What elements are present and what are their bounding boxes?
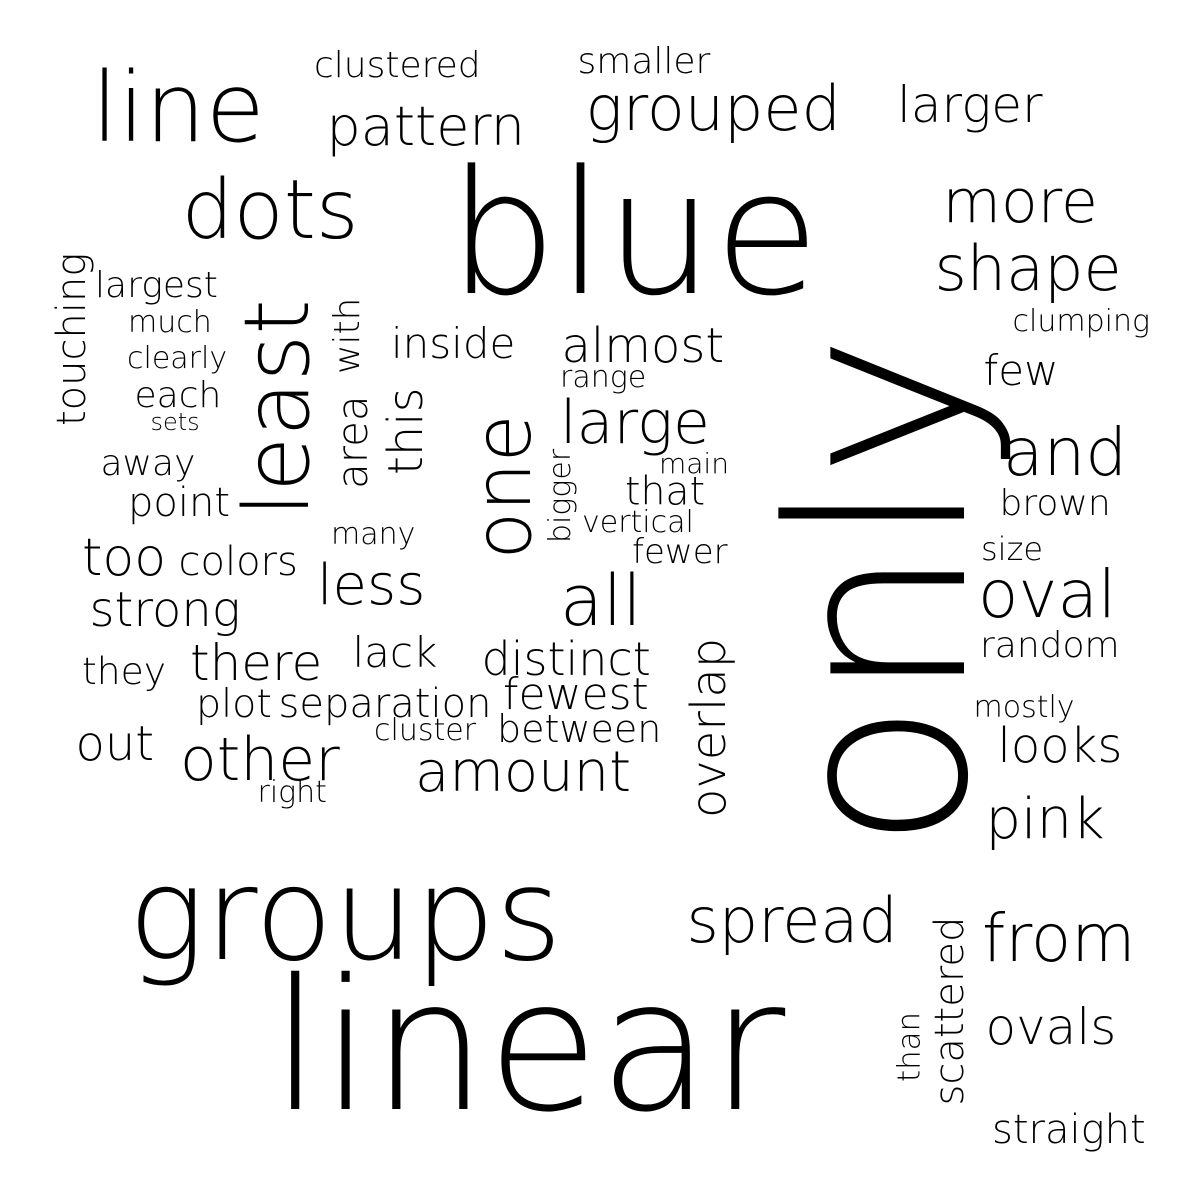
- word-colors: colors: [178, 539, 298, 585]
- word-this: this: [378, 387, 434, 475]
- word-size: size: [981, 530, 1044, 568]
- word-right: right: [257, 775, 327, 810]
- word-few: few: [983, 346, 1059, 395]
- word-between: between: [497, 707, 662, 751]
- word-groups: groups: [128, 841, 562, 990]
- word-area: area: [328, 395, 377, 489]
- word-cluster: cluster: [374, 713, 477, 748]
- word-lack: lack: [352, 628, 438, 677]
- word-oval: oval: [978, 556, 1117, 633]
- word-with: with: [327, 297, 368, 374]
- word-dots: dots: [181, 163, 359, 258]
- word-random: random: [980, 625, 1120, 666]
- word-they: they: [82, 649, 167, 693]
- word-away: away: [100, 443, 196, 484]
- word-spread: spread: [686, 884, 898, 957]
- word-from: from: [982, 900, 1136, 977]
- word-largest: largest: [95, 265, 218, 306]
- word-more: more: [942, 167, 1098, 237]
- word-larger: larger: [897, 76, 1043, 134]
- word-there: there: [190, 634, 323, 692]
- word-many: many: [331, 517, 416, 552]
- word-range: range: [560, 360, 647, 395]
- word-fewest: fewest: [503, 669, 649, 720]
- word-blue: blue: [448, 133, 820, 334]
- word-each: each: [134, 375, 222, 416]
- word-separation: separation: [278, 681, 492, 727]
- word-main: main: [659, 447, 729, 480]
- word-clearly: clearly: [127, 341, 228, 376]
- word-and: and: [1003, 414, 1128, 491]
- word-amount: amount: [415, 740, 632, 805]
- word-other: other: [180, 725, 340, 795]
- word-brown: brown: [999, 483, 1111, 524]
- word-ovals: ovals: [985, 998, 1117, 1056]
- word-less: less: [317, 553, 426, 618]
- word-all: all: [560, 560, 642, 642]
- word-inside: inside: [391, 319, 516, 368]
- word-grouped: grouped: [585, 72, 841, 145]
- word-bigger: bigger: [543, 448, 578, 543]
- word-strong: strong: [89, 582, 241, 638]
- word-shape: shape: [934, 232, 1122, 305]
- word-touching: touching: [49, 252, 95, 426]
- word-point: point: [128, 480, 231, 526]
- word-distinct: distinct: [481, 632, 651, 686]
- word-vertical: vertical: [582, 505, 694, 540]
- word-almost: almost: [561, 318, 725, 374]
- word-too: too: [82, 528, 167, 588]
- word-only: only: [737, 333, 1022, 851]
- word-line: line: [91, 52, 265, 164]
- word-plot: plot: [196, 681, 272, 727]
- word-than: than: [891, 1011, 928, 1082]
- word-sets: sets: [150, 408, 200, 436]
- word-least: least: [225, 299, 330, 517]
- word-looks: looks: [997, 718, 1123, 774]
- word-linear: linear: [270, 940, 786, 1152]
- word-much: much: [128, 305, 212, 340]
- word-mostly: mostly: [973, 690, 1075, 725]
- word-scattered: scattered: [927, 916, 973, 1106]
- word-pink: pink: [985, 787, 1105, 852]
- word-clustered: clustered: [314, 45, 481, 86]
- word-fewer: fewer: [632, 532, 728, 572]
- word-one: one: [459, 414, 549, 560]
- word-pattern: pattern: [326, 95, 525, 158]
- word-smaller: smaller: [577, 41, 711, 82]
- word-large: large: [560, 388, 710, 458]
- word-straight: straight: [992, 1107, 1146, 1153]
- word-that: that: [625, 468, 706, 515]
- word-out: out: [75, 716, 155, 772]
- word-overlap: overlap: [681, 637, 737, 818]
- word-clumping: clumping: [1012, 304, 1150, 339]
